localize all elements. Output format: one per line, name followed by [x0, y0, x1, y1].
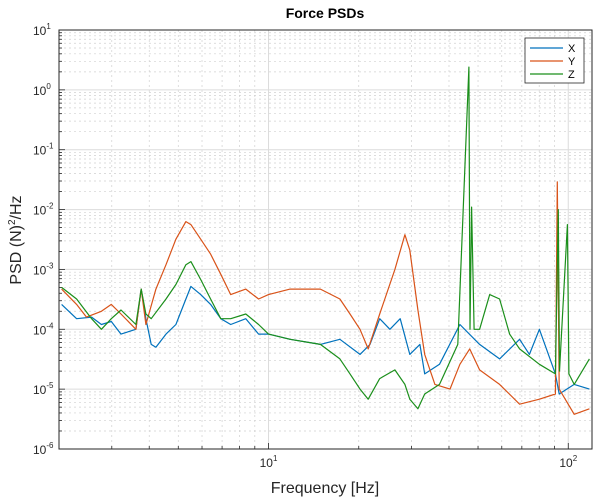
- tick-labels: 101 102 101 100 10-1 10-2 10-3 10-4 10-5 10-6: [33, 22, 578, 470]
- y-tick-label: 100: [33, 82, 51, 98]
- y-tick-label: 10-1: [33, 142, 54, 158]
- y-tick-label: 101: [33, 22, 51, 38]
- y-tick-label: 10-6: [33, 441, 54, 457]
- y-axis-label: PSD (N)2/Hz: [7, 195, 25, 284]
- x-tick-label: 102: [559, 454, 577, 470]
- legend: XYZ: [524, 37, 585, 84]
- x-axis-label: Frequency [Hz]: [271, 480, 379, 497]
- x-tick-label: 101: [260, 454, 278, 470]
- y-tick-label: 10-5: [33, 381, 54, 397]
- y-tick-label: 10-2: [33, 202, 54, 218]
- series-line-x: [61, 285, 590, 395]
- series-group: [61, 66, 590, 415]
- grid: [58, 29, 592, 450]
- legend-label-z: Z: [568, 69, 575, 81]
- series-line-y: [61, 181, 590, 415]
- legend-label-x: X: [568, 43, 576, 55]
- series-line-z: [61, 66, 590, 410]
- y-tick-label: 10-3: [33, 261, 54, 277]
- y-tick-label: 10-4: [33, 321, 54, 337]
- legend-label-y: Y: [568, 56, 576, 68]
- chart-title: Force PSDs: [286, 5, 365, 21]
- plot-frame: [58, 29, 593, 450]
